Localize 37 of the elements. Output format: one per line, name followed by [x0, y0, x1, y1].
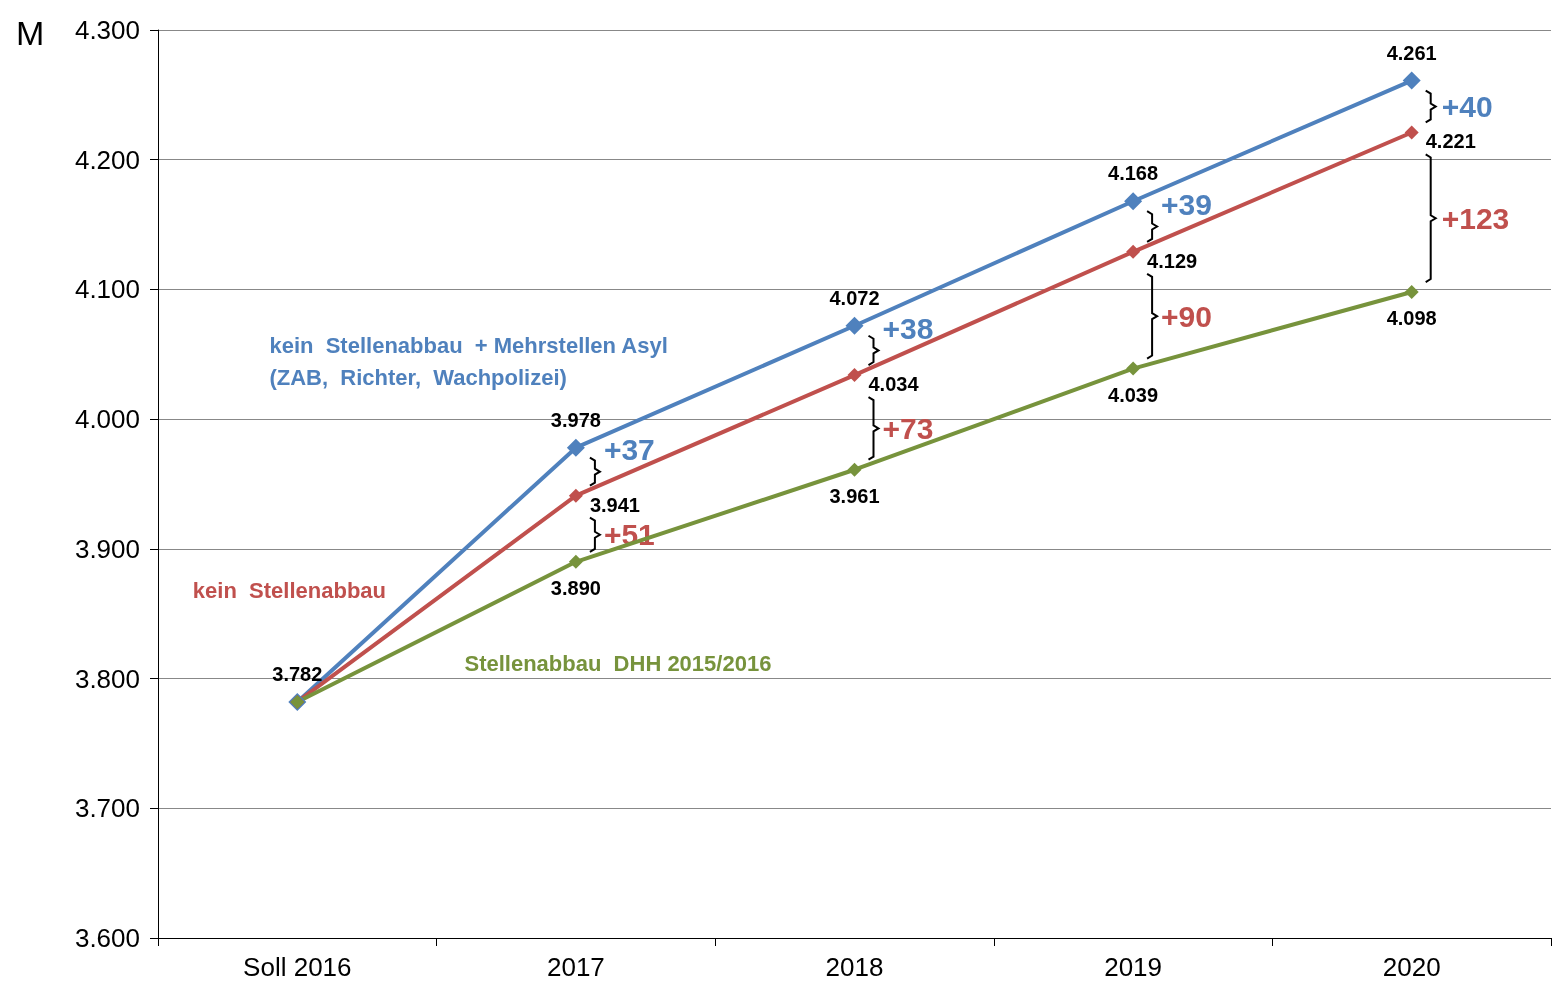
data-label: 4.221: [1425, 130, 1476, 153]
y-tick-label: 3.700: [74, 793, 140, 824]
annotation: +37: [603, 433, 655, 467]
x-tick-label: 2019: [1104, 952, 1163, 982]
text: M: [16, 14, 45, 52]
data-label: 3.890: [550, 576, 601, 599]
data-label: 4.034: [868, 373, 920, 396]
series-label: Stellenabbau DHH 2015/2016: [464, 650, 772, 676]
annotation: +39: [1161, 188, 1212, 222]
series-label: kein Stellenabbau + Mehrstellen Asyl (ZAB, Richter, Wachpolizei): [269, 333, 681, 391]
series-label: kein Stellenabbau: [192, 578, 386, 604]
annotation: +73: [882, 411, 934, 445]
x-tick-label: 2018: [825, 952, 884, 982]
y-tick-label: 3.800: [74, 663, 140, 694]
data-label: 3.961: [829, 484, 880, 507]
y-tick-label: 3.900: [74, 533, 140, 564]
annotation: +38: [882, 311, 934, 345]
y-tick-label: 4.200: [74, 144, 140, 175]
data-label: 4.098: [1386, 307, 1437, 330]
data-label: 3.782: [272, 662, 323, 685]
data-label: 4.168: [1108, 162, 1159, 185]
data-label: 4.261: [1386, 41, 1437, 64]
y-tick-label: 4.000: [74, 404, 140, 435]
data-label: 3.978: [550, 408, 601, 431]
y-tick-label: 3.600: [74, 923, 140, 953]
x-tick-label: 2017: [546, 952, 605, 982]
x-tick-label: Soll 2016: [243, 952, 352, 982]
data-label: 4.072: [829, 286, 880, 309]
annotation: +90: [1161, 299, 1212, 333]
data-label: 3.941: [589, 493, 640, 516]
data-label: 4.129: [1147, 249, 1198, 272]
y-tick-label: 4.100: [74, 274, 140, 305]
data-label: 4.039: [1108, 383, 1159, 406]
annotation: +40: [1441, 90, 1493, 124]
x-tick-label: 2020: [1382, 952, 1441, 982]
annotation: +123: [1441, 201, 1510, 235]
y-tick-label: 4.300: [74, 15, 140, 45]
